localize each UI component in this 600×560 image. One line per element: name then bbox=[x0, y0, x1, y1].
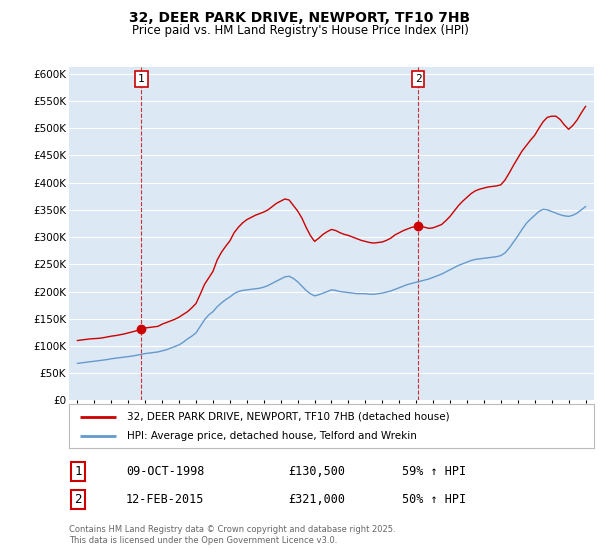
Text: Contains HM Land Registry data © Crown copyright and database right 2025.
This d: Contains HM Land Registry data © Crown c… bbox=[69, 525, 395, 545]
Text: 32, DEER PARK DRIVE, NEWPORT, TF10 7HB: 32, DEER PARK DRIVE, NEWPORT, TF10 7HB bbox=[130, 11, 470, 25]
Text: £130,500: £130,500 bbox=[288, 465, 345, 478]
Text: Price paid vs. HM Land Registry's House Price Index (HPI): Price paid vs. HM Land Registry's House … bbox=[131, 24, 469, 36]
Text: 12-FEB-2015: 12-FEB-2015 bbox=[126, 493, 205, 506]
Text: £321,000: £321,000 bbox=[288, 493, 345, 506]
Text: 09-OCT-1998: 09-OCT-1998 bbox=[126, 465, 205, 478]
Text: 59% ↑ HPI: 59% ↑ HPI bbox=[402, 465, 466, 478]
Text: 32, DEER PARK DRIVE, NEWPORT, TF10 7HB (detached house): 32, DEER PARK DRIVE, NEWPORT, TF10 7HB (… bbox=[127, 412, 449, 422]
Text: 1: 1 bbox=[138, 74, 145, 84]
Text: HPI: Average price, detached house, Telford and Wrekin: HPI: Average price, detached house, Telf… bbox=[127, 431, 416, 441]
Text: 2: 2 bbox=[74, 493, 82, 506]
Text: 1: 1 bbox=[74, 465, 82, 478]
Text: 2: 2 bbox=[415, 74, 422, 84]
Text: 50% ↑ HPI: 50% ↑ HPI bbox=[402, 493, 466, 506]
